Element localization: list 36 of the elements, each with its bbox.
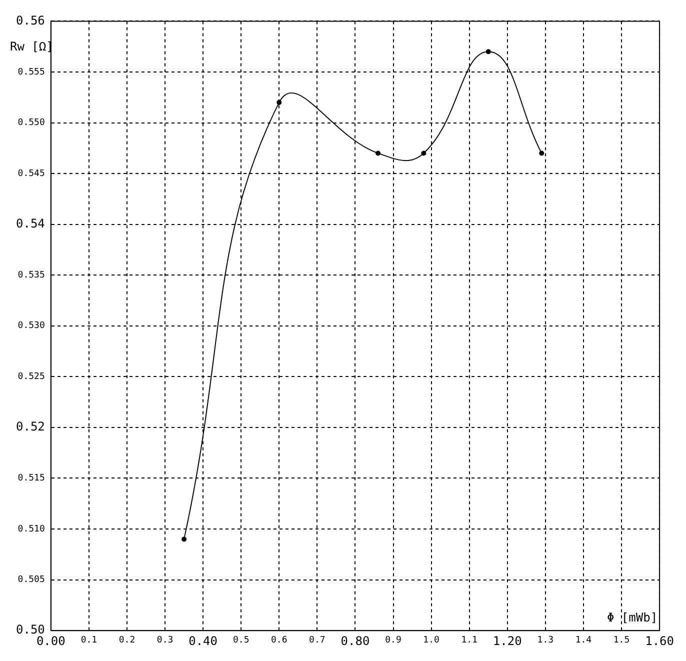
x-tick-label: 0.2 [118,635,136,646]
x-axis-title: Φ [mWb] [606,610,658,625]
x-tick-label: 0.3 [156,635,174,646]
x-tick-label: 0.80 [340,634,370,648]
x-tick-label: 1.1 [461,635,478,646]
y-tick-label: 0.535 [18,270,45,280]
y-tick-label: 0.555 [18,67,45,78]
y-tick-label: 0.510 [18,524,45,534]
point [486,49,491,54]
x-tick-label: 0.5 [232,635,250,646]
y-tick-label: 0.515 [18,474,45,484]
y-tick-label: 0.54 [16,216,45,230]
x-tick-label: 1.5 [613,635,630,646]
y-tick-label: 0.525 [18,372,45,382]
y-tick-label: 0.550 [18,118,45,128]
point [421,150,426,156]
y-axis-title: Rw [Ω] [10,39,54,54]
x-tick-label: 0.6 [271,635,288,646]
point [539,150,544,156]
x-tick-label: 1.0 [423,635,440,646]
x-tick-label: 1.20 [492,634,522,648]
y-tick-label: 0.505 [18,575,45,586]
point [276,100,282,105]
x-tick-label: 1.3 [537,635,554,646]
point [182,536,187,542]
x-tick-label: 0.40 [188,634,218,648]
y-tick-label: 0.545 [18,168,45,179]
y-tick-label: 0.52 [16,420,45,434]
x-tick-label: 0.7 [309,635,326,646]
x-tick-label: 0.9 [385,635,402,646]
point [376,150,381,156]
x-tick-label: 1.60 [645,634,674,648]
y-tick-label: 0.530 [18,321,45,332]
y-tick-label: 0.56 [16,13,45,28]
x-tick-label: 1.4 [575,635,592,646]
x-tick-label: 0.1 [80,635,98,646]
